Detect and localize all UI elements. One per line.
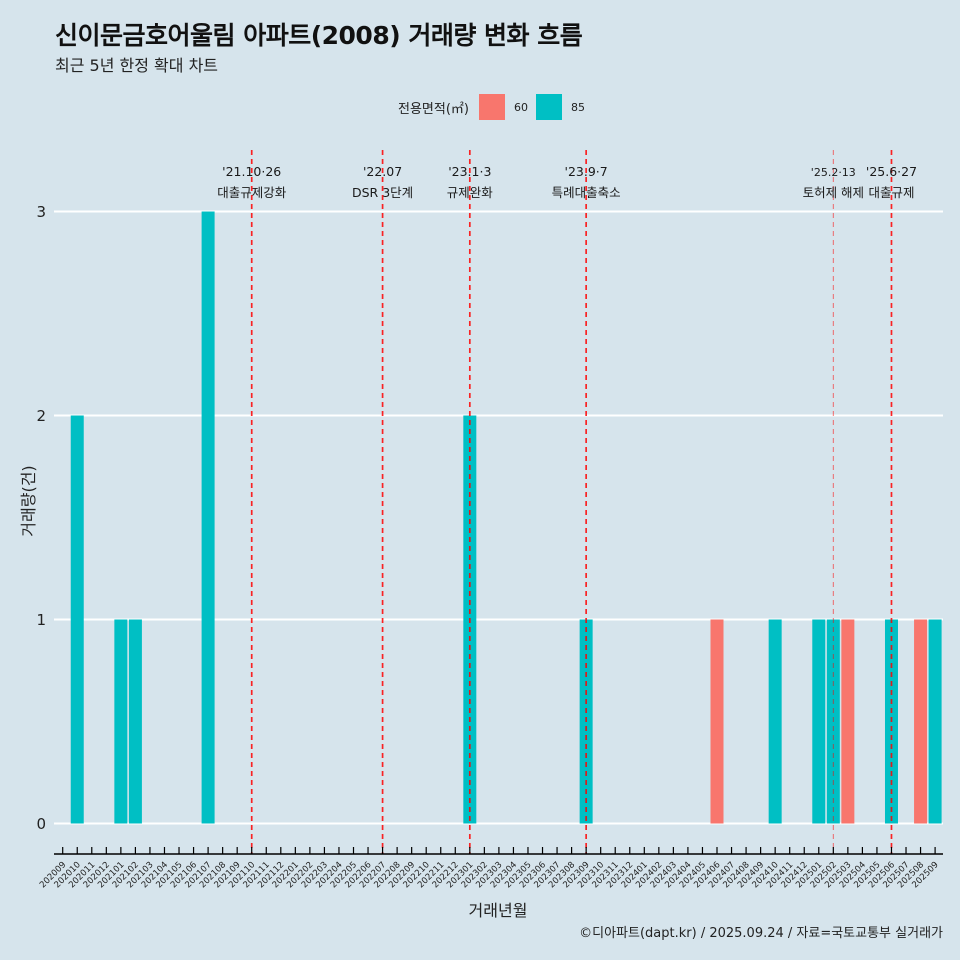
caption: ©디아파트(dapt.kr) / 2025.09.24 / 자료=국토교통부 실…	[579, 926, 943, 941]
y-axis-tick-labels: 0 1 2 3	[36, 203, 46, 833]
bar-85-202509	[928, 619, 942, 824]
event-label: 특례대출축소	[552, 185, 621, 200]
bar-60-202503	[841, 619, 855, 824]
y-tick-label: 1	[36, 611, 46, 629]
event-lines	[250, 150, 893, 854]
bar-85-202410	[768, 619, 782, 824]
event-annotations: '21.10·26 대출규제강화 '22.07 DSR 3단계 '23.1·3 규제완화 '…	[217, 164, 917, 200]
event-label: 규제완화	[447, 185, 494, 200]
x-axis: 2020092020102020112020122021012021022021…	[38, 847, 943, 890]
event-date-label: '23.1·3	[448, 164, 491, 179]
legend-swatch-85	[535, 94, 562, 120]
event-date-label: '21.10·26	[222, 164, 281, 179]
event-date-label: '25.6·27	[866, 164, 917, 179]
event-date-label: '22.07	[363, 164, 402, 179]
y-tick-label: 3	[36, 203, 46, 221]
chart-subtitle: 최근 5년 한정 확대 차트	[55, 56, 219, 75]
legend-title: 전용면적(㎡)	[398, 101, 469, 117]
bar-85-202101	[114, 619, 128, 824]
bar-85-202102	[128, 619, 142, 824]
event-date-label: '25.2·13	[811, 166, 856, 179]
event-label: DSR 3단계	[352, 185, 413, 200]
bar-85-202107	[201, 211, 215, 824]
legend-label-60: 60	[513, 100, 528, 114]
y-axis-title: 거래량(건)	[19, 465, 38, 537]
event-date-label: '23.9·7	[565, 164, 608, 179]
y-tick-label: 2	[36, 407, 46, 425]
event-label: 토허제 해제	[803, 185, 864, 200]
legend: 전용면적(㎡) 60 85	[398, 94, 593, 120]
gridlines	[54, 210, 943, 825]
bar-60-202508	[914, 619, 928, 824]
bar-85-202501	[812, 619, 826, 824]
bar-85-202010	[70, 415, 84, 824]
legend-swatch-60	[478, 94, 505, 120]
y-tick-label: 0	[36, 815, 46, 833]
event-label: 대출규제강화	[217, 185, 287, 200]
event-label: 대출규제	[868, 185, 914, 200]
bar-60-202406	[710, 619, 724, 824]
chart-title: 신이문금호어울림 아파트(2008) 거래량 변화 흐름	[55, 21, 583, 50]
bars	[70, 211, 942, 824]
legend-label-85: 85	[570, 100, 585, 114]
x-axis-title: 거래년월	[468, 901, 528, 920]
